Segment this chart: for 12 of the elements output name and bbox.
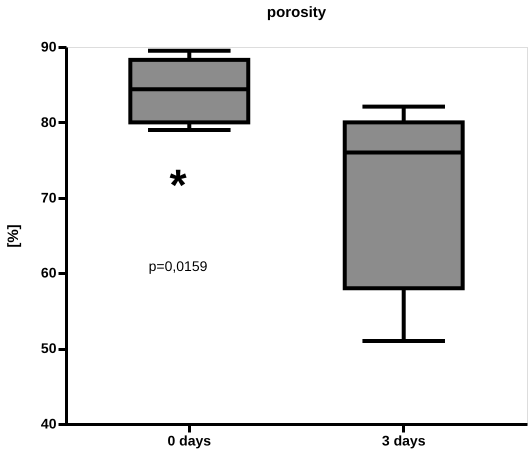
x-tick-label: 0 days [167,432,212,448]
annotation: * [169,161,188,210]
y-axis-title: [%] [4,224,22,248]
y-tick-label: 70 [40,189,57,206]
x-tick-label: 3 days [382,432,426,448]
y-tick-label: 60 [40,264,57,281]
y-tick-label: 40 [40,416,57,432]
annotation: p=0,0159 [148,258,208,274]
chart-title: porosity [266,4,327,21]
y-tick-label: 50 [40,340,57,356]
y-tick-label: 80 [40,114,57,130]
y-tick-label: 90 [40,38,57,54]
